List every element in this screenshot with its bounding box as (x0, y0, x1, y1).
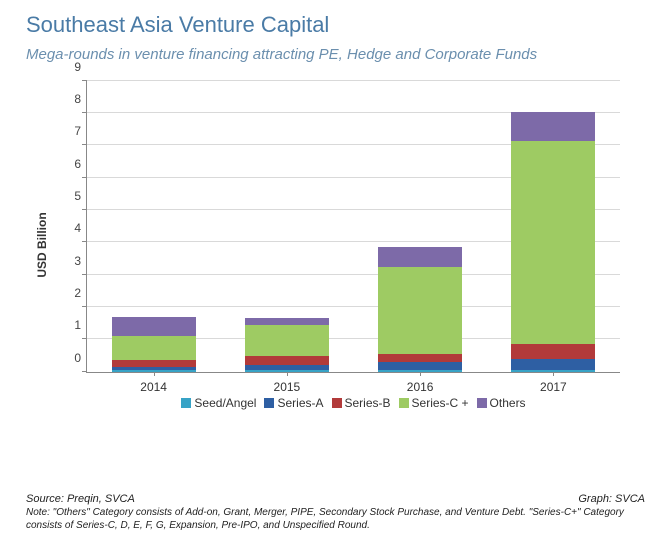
x-tick-mark (287, 372, 288, 376)
gridline (87, 80, 620, 81)
bar-2015 (245, 318, 329, 371)
segment-seriesB (378, 354, 462, 362)
segment-seriesC (112, 336, 196, 360)
source-row: Source: Preqin, SVCA Graph: SVCA (26, 493, 645, 505)
segment-others (511, 112, 595, 141)
legend-swatch (477, 398, 487, 408)
legend: Seed/Angel Series-A Series-B Series-C + Othe… (87, 396, 620, 410)
chart-container: USD Billion Seed/Angel Series-A Series-B Se… (30, 75, 630, 415)
segment-seed (112, 370, 196, 372)
segment-seed (245, 370, 329, 372)
legend-item-seriesA: Series-A (264, 396, 323, 410)
y-tick-label: 0 (59, 351, 81, 365)
y-tick-label: 1 (59, 318, 81, 332)
y-tick-mark (82, 177, 87, 178)
bar-2016 (378, 247, 462, 371)
segment-seed (378, 370, 462, 372)
legend-item-seriesC: Series-C + (399, 396, 469, 410)
y-tick-mark (82, 306, 87, 307)
y-tick-mark (82, 338, 87, 339)
y-tick-label: 3 (59, 254, 81, 268)
legend-swatch (399, 398, 409, 408)
y-tick-mark (82, 112, 87, 113)
y-tick-label: 2 (59, 286, 81, 300)
page-title: Southeast Asia Venture Capital (26, 12, 645, 38)
legend-label: Series-C + (412, 396, 469, 410)
y-tick-label: 8 (59, 92, 81, 106)
bar-2017 (511, 112, 595, 372)
x-tick-label: 2016 (407, 380, 434, 394)
legend-swatch (332, 398, 342, 408)
source-left: Source: Preqin, SVCA (26, 493, 135, 505)
segment-seriesA (378, 362, 462, 370)
y-tick-label: 9 (59, 60, 81, 74)
y-tick-label: 5 (59, 189, 81, 203)
y-tick-label: 6 (59, 157, 81, 171)
page-subtitle: Mega-rounds in venture financing attract… (26, 46, 586, 65)
y-tick-mark (82, 144, 87, 145)
legend-label: Series-A (277, 396, 323, 410)
y-tick-label: 7 (59, 124, 81, 138)
legend-label: Seed/Angel (194, 396, 256, 410)
plot-area: Seed/AngelSeries-ASeries-BSeries-C +Othe… (86, 81, 620, 373)
segment-seriesB (511, 344, 595, 359)
y-tick-mark (82, 209, 87, 210)
footer: Source: Preqin, SVCA Graph: SVCA Note: "… (26, 493, 645, 532)
legend-swatch (264, 398, 274, 408)
segment-seriesC (378, 267, 462, 354)
footnote: Note: "Others" Category consists of Add-… (26, 507, 645, 532)
y-tick-mark (82, 80, 87, 81)
legend-label: Series-B (345, 396, 391, 410)
y-axis-label: USD Billion (35, 212, 49, 277)
segment-others (378, 247, 462, 266)
legend-item-seriesB: Series-B (332, 396, 391, 410)
segment-seed (511, 370, 595, 372)
segment-seriesC (245, 325, 329, 356)
x-tick-mark (420, 372, 421, 376)
legend-item-others: Others (477, 396, 526, 410)
segment-seriesA (511, 359, 595, 370)
legend-swatch (181, 398, 191, 408)
segment-seriesC (511, 141, 595, 345)
y-tick-mark (82, 371, 87, 372)
segment-seriesB (245, 356, 329, 366)
x-tick-label: 2015 (274, 380, 301, 394)
bar-2014 (112, 317, 196, 372)
x-tick-label: 2014 (140, 380, 167, 394)
y-tick-mark (82, 241, 87, 242)
legend-item-seed: Seed/Angel (181, 396, 256, 410)
y-tick-label: 4 (59, 221, 81, 235)
y-tick-mark (82, 274, 87, 275)
x-tick-mark (154, 372, 155, 376)
x-tick-label: 2017 (540, 380, 567, 394)
source-right: Graph: SVCA (578, 493, 645, 505)
segment-others (112, 317, 196, 336)
x-tick-mark (553, 372, 554, 376)
legend-label: Others (490, 396, 526, 410)
